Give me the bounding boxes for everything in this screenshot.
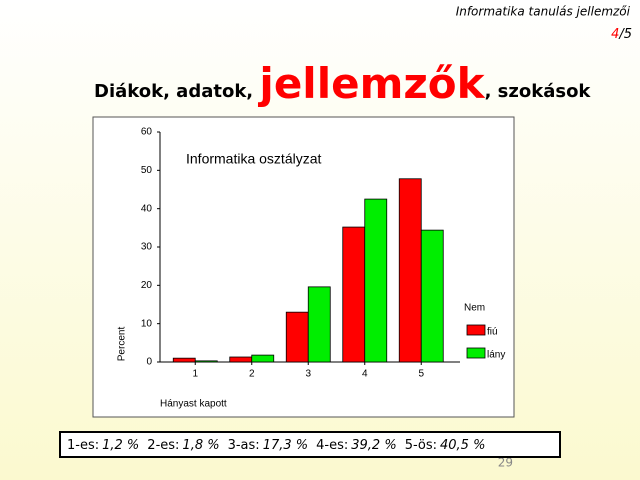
footer-label: 2-es: xyxy=(147,438,179,453)
bar xyxy=(364,198,388,363)
y-tick-label: 0 xyxy=(146,357,152,368)
legend-label: lány xyxy=(487,350,505,361)
footer-value: 1,8 % xyxy=(182,438,219,453)
y-tick-label: 40 xyxy=(141,203,153,214)
x-axis-label: Hányast kapott xyxy=(160,399,227,410)
y-axis-label: Percent xyxy=(117,327,128,362)
y-tick-label: 10 xyxy=(141,318,153,329)
bar xyxy=(194,360,218,363)
y-tick-label: 50 xyxy=(141,165,153,176)
page-indicator: 4/5 xyxy=(611,27,632,42)
title-part: Diákok, adatok, xyxy=(94,81,259,102)
x-tick-label: 5 xyxy=(418,369,424,380)
footer-value: 1,2 % xyxy=(102,438,139,453)
legend-label: fiú xyxy=(487,327,498,338)
y-tick-label: 30 xyxy=(141,242,153,253)
footer-value: 17,3 % xyxy=(263,438,308,453)
bar xyxy=(172,357,196,363)
y-tick-label: 60 xyxy=(141,127,153,138)
footer-label: 4-es: xyxy=(316,438,348,453)
title-part: , szokások xyxy=(485,81,592,102)
footer-box xyxy=(59,431,561,458)
bar xyxy=(285,311,309,363)
x-tick-label: 2 xyxy=(249,369,255,380)
footer-value: 40,5 % xyxy=(440,438,485,453)
legend-swatch xyxy=(466,324,486,336)
footer-label: 3-as: xyxy=(228,438,260,453)
legend-swatch xyxy=(466,347,486,359)
page-current: 4 xyxy=(611,27,619,42)
y-tick-label: 20 xyxy=(141,280,153,291)
header: Informatika tanulás jellemzői xyxy=(456,5,631,19)
bar xyxy=(342,226,366,363)
footer-label: 5-ös: xyxy=(405,438,437,453)
x-tick-label: 1 xyxy=(192,369,198,380)
bar xyxy=(229,356,253,363)
footer-text: 1-es: 1,2 % 2-es: 1,8 % 3-as: 17,3 % 4-es: 39,2… xyxy=(67,438,485,453)
bar xyxy=(398,178,422,363)
slide-title: Diákok, adatok, jellemzők, szokások xyxy=(94,59,591,108)
bar xyxy=(307,286,331,363)
x-tick-label: 4 xyxy=(362,369,368,380)
title-highlight: jellemzők xyxy=(257,59,485,108)
footer-value: 39,2 % xyxy=(351,438,396,453)
slide-number: 29 xyxy=(498,456,513,470)
legend-title: Nem xyxy=(464,303,485,314)
x-tick-label: 3 xyxy=(305,369,311,380)
chart-title: Informatika osztályzat xyxy=(186,151,321,167)
page-total: /5 xyxy=(618,27,632,42)
bar xyxy=(420,229,444,363)
footer-label: 1-es: xyxy=(67,438,99,453)
bar xyxy=(251,354,275,363)
chart-frame xyxy=(92,116,515,418)
